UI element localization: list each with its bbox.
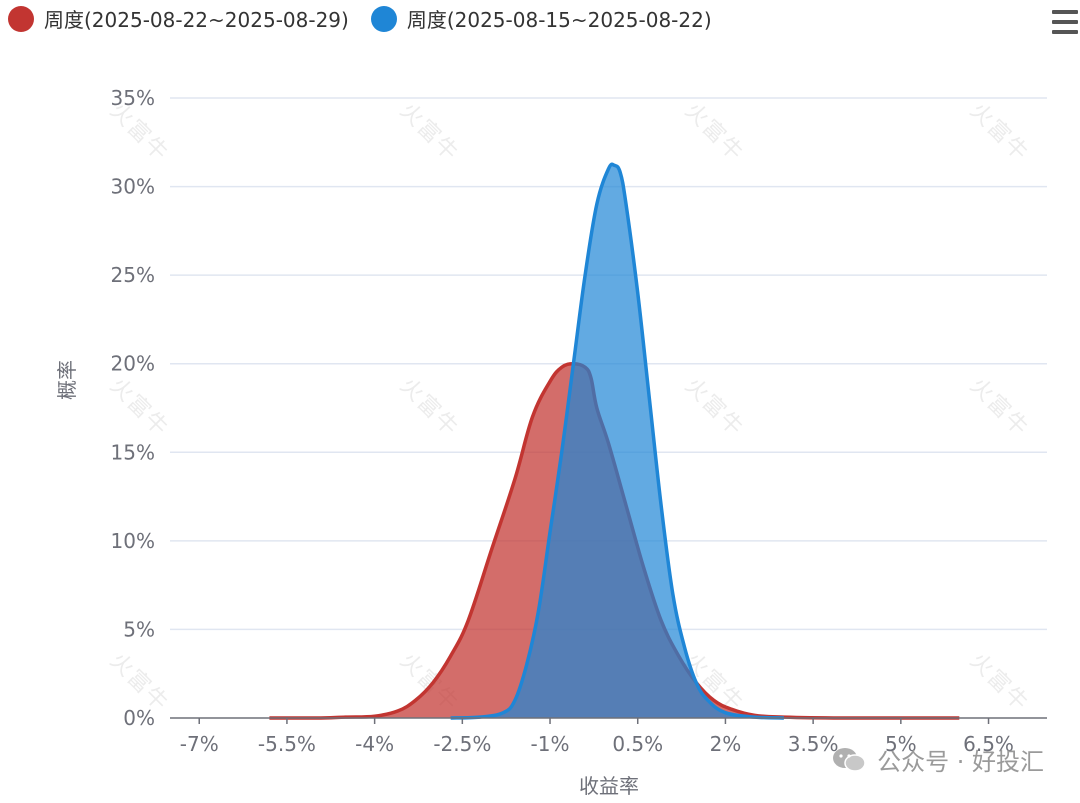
- x-tick-label: 0.5%: [612, 732, 663, 756]
- x-axis-title: 收益率: [579, 774, 639, 798]
- legend-marker-series-2: [370, 5, 397, 32]
- y-tick-label: 10%: [111, 529, 155, 553]
- x-tick-label: 3.5%: [788, 732, 839, 756]
- y-tick-label: 20%: [111, 352, 155, 376]
- legend-item-series-2[interactable]: 周度(2025-08-15~2025-08-22): [370, 4, 712, 33]
- y-tick-label: 0%: [123, 706, 155, 730]
- menu-bar: [1052, 30, 1078, 34]
- x-tick-label: 6.5%: [963, 732, 1014, 756]
- series-area-2[interactable]: [450, 164, 784, 718]
- legend-label-series-1: 周度(2025-08-22~2025-08-29): [44, 8, 349, 32]
- legend-marker-series-1: [8, 5, 34, 32]
- menu-bar: [1052, 10, 1078, 14]
- y-tick-label: 30%: [111, 175, 155, 199]
- series-layer: [269, 162, 960, 720]
- legend-item-series-1[interactable]: 周度(2025-08-22~2025-08-29): [8, 4, 349, 33]
- y-tick-label: 35%: [111, 86, 155, 110]
- y-tick-label: 15%: [111, 440, 155, 464]
- x-tick-label: -1%: [531, 732, 570, 756]
- legend-label-series-2: 周度(2025-08-15~2025-08-22): [406, 8, 712, 32]
- y-axis-title: 概率: [55, 360, 79, 400]
- series-line-2: [450, 162, 784, 720]
- hamburger-menu-icon[interactable]: [1052, 10, 1078, 36]
- y-tick-label: 25%: [111, 263, 155, 287]
- legend: 周度(2025-08-22~2025-08-29) 周度(2025-08-15~…: [8, 4, 734, 33]
- brand-credit: 公众号 · 好投汇: [831, 742, 1044, 777]
- wechat-icon: [833, 747, 866, 772]
- menu-bar: [1052, 20, 1078, 24]
- x-tick-label: -7%: [180, 732, 219, 756]
- x-tick-label: -2.5%: [433, 732, 491, 756]
- x-tick-label: 2%: [710, 732, 742, 756]
- y-tick-label: 5%: [123, 617, 155, 641]
- x-tick-label: 5%: [885, 732, 917, 756]
- axes: 0% 5% 10% 15% 20% 25% 30% 35% -7% -5.5% -4% -2.5% -1…: [111, 86, 1047, 756]
- x-tick-label: -4%: [355, 732, 394, 756]
- x-tick-label: -5.5%: [258, 732, 316, 756]
- brand-label: 公众号 · 好投汇: [877, 748, 1044, 776]
